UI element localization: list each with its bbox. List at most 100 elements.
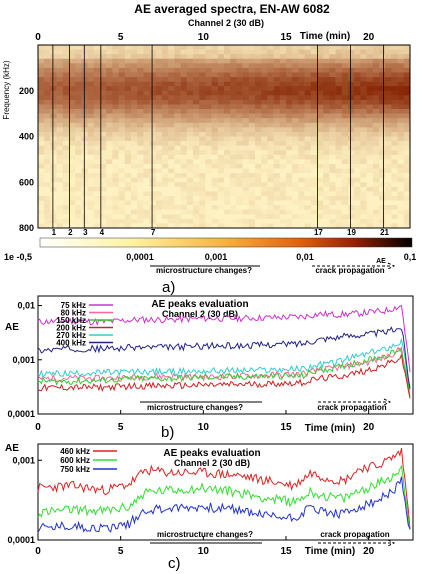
heatmap-cell [124, 200, 132, 206]
heatmap-cell [329, 218, 336, 224]
heatmap-cell [155, 72, 163, 78]
heatmap-cell [248, 127, 256, 133]
heatmap-cell [230, 209, 237, 215]
heatmap-cell [298, 168, 305, 174]
heatmap-cell [372, 109, 380, 114]
heatmap-cell [118, 168, 126, 174]
heatmap-cell [50, 168, 57, 174]
heatmap-cell [93, 209, 101, 215]
heatmap-cell [310, 118, 318, 124]
heatmap-cell [230, 113, 237, 119]
heatmap-cell [279, 200, 287, 206]
heatmap-cell [155, 214, 163, 220]
heatmap-cell [69, 168, 76, 174]
heatmap-cell [348, 49, 355, 55]
heatmap-cell [273, 86, 281, 92]
heatmap-cell [211, 173, 219, 178]
heatmap-cell [205, 45, 212, 50]
heatmap-cell [286, 223, 293, 229]
heatmap-cell [292, 186, 299, 192]
event-line-label: 2 [68, 228, 73, 237]
heatmap-cell [279, 49, 287, 55]
heatmap-cell [341, 200, 349, 206]
heatmap-cell [106, 145, 113, 151]
heatmap-cell [199, 104, 206, 110]
heatmap-cell [44, 214, 51, 220]
heatmap-cell [385, 99, 392, 105]
heatmap-cell [124, 141, 132, 146]
heatmap-cell [298, 191, 305, 197]
heatmap-cell [217, 186, 225, 192]
heatmap-cell [317, 67, 324, 73]
panel-c-x-ticks: 0 5 10 15 20 [35, 536, 375, 557]
heatmap-cell [193, 104, 200, 110]
heatmap-cell [199, 99, 206, 105]
heatmap-cell [397, 58, 405, 64]
heatmap-cell [372, 136, 380, 142]
heatmap-cell [372, 191, 380, 197]
heatmap-cell [329, 72, 336, 78]
heatmap-cell [217, 99, 225, 105]
heatmap-cell [124, 118, 132, 124]
heatmap-cell [255, 77, 262, 82]
heatmap-cell [242, 45, 250, 50]
heatmap-cell [162, 81, 169, 87]
heatmap-cell [131, 223, 138, 229]
heatmap-cell [329, 214, 336, 220]
heatmap-cell [335, 177, 343, 183]
heatmap-cell [112, 182, 119, 188]
heatmap-cell [193, 214, 200, 220]
heatmap-cell [348, 186, 355, 192]
heatmap-cell [279, 109, 287, 114]
heatmap-cell [75, 186, 82, 192]
heatmap-cell [180, 195, 188, 201]
heatmap-cell [348, 154, 355, 160]
heatmap-cell [124, 72, 132, 78]
heatmap-cell [168, 45, 175, 50]
heatmap-cell [75, 95, 82, 101]
heatmap-cell [267, 99, 274, 105]
heatmap-cell [62, 223, 70, 229]
heatmap-cell [106, 127, 113, 133]
heatmap-cell [118, 54, 126, 60]
heatmap-cell [354, 131, 361, 137]
heatmap-cell [137, 49, 144, 55]
heatmap-cell [224, 118, 231, 124]
heatmap-cell [75, 67, 82, 73]
heatmap-cell [50, 186, 57, 192]
heatmap-cell [75, 141, 82, 146]
heatmap-cell [366, 223, 374, 229]
heatmap-cell [87, 214, 95, 220]
heatmap-cell [397, 141, 405, 146]
heatmap-cell [149, 118, 157, 124]
heatmap-cell [174, 136, 181, 142]
heatmap-cell [106, 182, 113, 188]
heatmap-cell [236, 86, 243, 92]
heatmap-cell [372, 54, 380, 60]
heatmap-cell [298, 104, 305, 110]
heatmap-cell [304, 168, 312, 174]
panel-c-annotation-crack: crack propagation [320, 530, 389, 539]
heatmap-cell [379, 90, 386, 96]
heatmap-cell [38, 154, 45, 160]
heatmap-cell [323, 195, 330, 201]
heatmap-cell [273, 72, 281, 78]
heatmap-cell [224, 90, 231, 96]
heatmap-cell [267, 77, 274, 82]
legend-label: 750 kHz [60, 465, 90, 474]
panel-a-event-lines: 1 2 3 4 7 17 19 21 [52, 45, 390, 237]
heatmap-cell [162, 109, 169, 114]
heatmap-cell [211, 54, 219, 60]
heatmap-cell [69, 131, 76, 137]
heatmap-cell [69, 127, 76, 133]
heatmap-cell [273, 191, 281, 197]
heatmap-cell [366, 90, 374, 96]
heatmap-cell [242, 63, 250, 69]
heatmap-cell [143, 104, 150, 110]
heatmap-cell [149, 209, 157, 215]
heatmap-cell [292, 90, 299, 96]
heatmap-cell [310, 186, 318, 192]
heatmap-cell [38, 136, 45, 142]
heatmap-cell [149, 81, 157, 87]
heatmap-cell [224, 127, 231, 133]
